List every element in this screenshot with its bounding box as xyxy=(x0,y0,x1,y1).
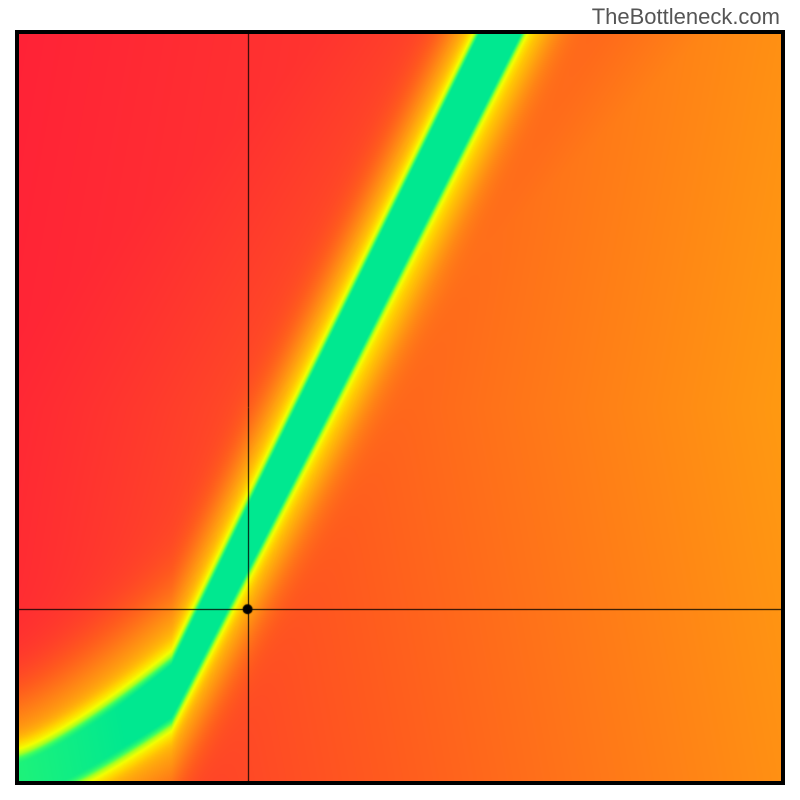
root: TheBottleneck.com xyxy=(0,0,800,800)
heatmap-canvas xyxy=(19,34,781,781)
watermark-text: TheBottleneck.com xyxy=(592,4,780,30)
